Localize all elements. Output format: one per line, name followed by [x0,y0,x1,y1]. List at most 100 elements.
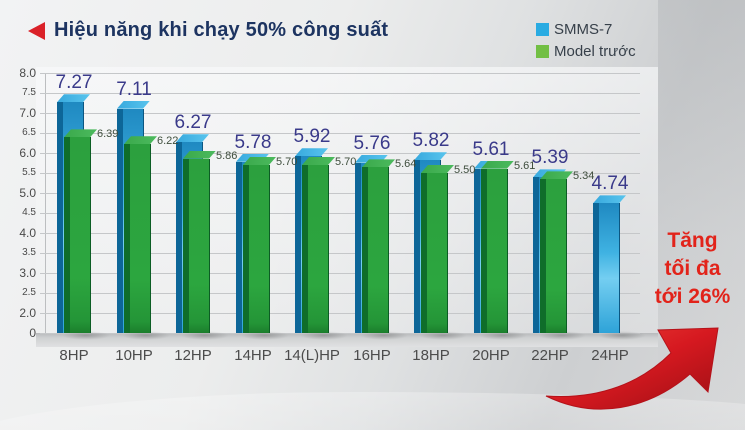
y-axis-line [45,73,46,333]
x-axis-category-label: 14(L)HP [284,347,340,364]
bar-front-face [302,165,329,333]
bar-top-face [176,134,209,143]
gridline [40,173,640,174]
bar-top-face [362,159,395,168]
y-axis-tick-label: 6.0 [19,146,36,160]
bar-shadow [181,331,229,340]
bar-top-face [64,129,97,138]
gridline [40,253,640,254]
x-axis-category-label: 20HP [472,347,510,364]
bar-front-face [540,179,567,333]
x-axis-category-label: 8HP [59,347,89,364]
annotation-line-3: tới 26% [654,285,731,308]
y-axis-tick-label: 5.0 [19,186,36,200]
legend-label-smms7: SMMS-7 [554,21,613,38]
bar-front-face [593,203,620,333]
x-axis-category-label: 16HP [353,347,391,364]
value-label-model-truoc: 5.61 [514,159,536,172]
annotation-line-1: Tăng [667,229,718,252]
y-axis-tick-label: 0 [29,326,36,340]
bar-top-face [414,152,447,161]
value-label-smms7: 6.27 [174,112,212,134]
bar-model-truoc [481,160,514,333]
legend: SMMS-7 Model trước [536,21,636,60]
x-axis-category-label: 18HP [412,347,450,364]
bar-front-face [64,137,91,333]
value-label-smms7: 5.82 [412,130,450,152]
value-label-model-truoc: 5.70 [335,156,357,168]
growth-annotation: Tăng tối đa tới 26% [640,227,745,311]
bar-shadow [62,331,110,340]
y-axis-tick-label: 3.5 [22,247,36,258]
y-axis-tick-label: 7.0 [19,106,36,120]
bar-front-face [481,168,508,333]
gridline [40,153,640,154]
value-label-smms7: 5.61 [472,138,510,160]
bar-top-face [243,157,276,165]
bar-shadow [419,331,467,340]
x-axis-category-label: 14HP [234,347,272,364]
legend-swatch-smms7 [536,23,549,36]
legend-item-model-truoc: Model trước [536,43,636,60]
bar-shadow [479,331,527,340]
bar-model-truoc [302,157,335,333]
bar-top-face [57,94,90,103]
gridline [40,133,640,134]
gridline [40,113,640,114]
gridline [40,273,640,274]
value-label-smms7: 5.76 [353,132,391,154]
legend-label-model-truoc: Model trước [554,43,636,60]
bar-top-face [124,136,157,145]
value-label-smms7: 5.78 [234,131,272,153]
annotation-line-2: tối đa [664,257,721,280]
bar-front-face [243,165,270,333]
legend-swatch-model-truoc [536,45,549,58]
bar-front-face [362,167,389,333]
y-axis-tick-label: 8.0 [19,66,36,80]
bar-top-face [295,148,328,157]
value-label-model-truoc: 5.64 [395,158,417,171]
y-axis-tick-label: 7.5 [22,87,36,98]
left-triangle-icon [28,21,45,40]
legend-item-smms7: SMMS-7 [536,21,636,38]
y-axis-tick-label: 3.0 [19,266,36,280]
bar-top-face [302,157,335,165]
bar-shadow [538,331,586,340]
bar-model-truoc [421,165,454,333]
chart-title: Hiệu năng khi chạy 50% công suất [54,19,389,41]
gridline [40,293,640,294]
bar-top-face [117,100,150,109]
bar-top-face [355,154,388,163]
x-axis-category-label: 10HP [115,347,153,364]
bar-shadow [300,331,348,340]
y-axis-tick-label: 2.0 [19,306,36,320]
value-label-model-truoc: 5.50 [454,164,476,176]
x-axis-category-label: 24HP [591,347,629,364]
y-axis-tick-label: 5.5 [22,167,36,178]
chart-header: Hiệu năng khi chạy 50% công suất [28,19,388,42]
bar-top-face [183,150,216,159]
y-axis-tick-label: 6.5 [22,127,36,138]
growth-arrow-icon [545,327,719,410]
bar-shadow [241,331,289,340]
bar-shadow [122,331,170,340]
value-label-model-truoc: 6.39 [97,128,119,141]
gridline [40,313,640,314]
bar-smms7 [593,195,626,333]
x-axis-category-label: 22HP [531,347,569,364]
value-label-smms7: 7.11 [116,78,152,100]
value-label-smms7: 5.92 [293,126,331,148]
value-label-model-truoc: 5.34 [573,170,595,183]
bar-front-face [124,144,151,333]
bar-model-truoc [124,136,157,333]
gridline [40,233,640,234]
value-label-smms7: 7.27 [55,72,93,94]
y-axis-tick-label: 4.0 [19,226,36,240]
bar-shadow [598,331,646,340]
value-label-model-truoc: 5.86 [216,149,238,162]
bar-front-face [183,158,210,333]
bar-top-face [593,195,626,204]
chart-floor [36,333,658,347]
x-axis-category-label: 12HP [174,347,212,364]
gridline [40,73,640,74]
